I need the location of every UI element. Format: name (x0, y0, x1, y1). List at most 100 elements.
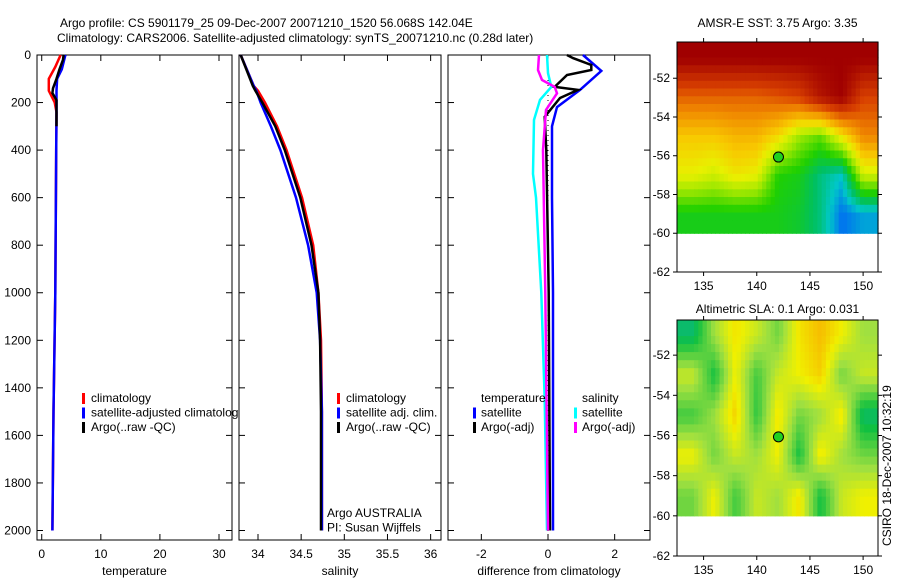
series-line-argo-raw-qc- (51, 54, 65, 127)
heatmap-cell (825, 320, 831, 329)
heatmap-cell (808, 480, 814, 490)
heatmap-cell (847, 80, 853, 90)
heatmap-cell (838, 158, 844, 167)
heatmap-cell (694, 220, 699, 229)
heatmap-cell (825, 432, 831, 442)
heatmap-cell (715, 504, 721, 514)
legend-label: satellite (481, 406, 522, 420)
heatmap-cell (698, 104, 704, 113)
heatmap-cell (719, 173, 725, 183)
heatmap-cell (745, 336, 750, 345)
heatmap-cell (821, 392, 827, 401)
heatmap-cell (872, 472, 878, 482)
heatmap-cell (817, 228, 823, 234)
heatmap-cell (825, 472, 831, 482)
heatmap-cell (783, 336, 789, 345)
heatmap-cell (779, 416, 784, 425)
heatmap-cell (817, 119, 823, 128)
heatmap-cell (736, 360, 742, 369)
heatmap-cell (766, 432, 772, 442)
heatmap-cell (847, 150, 853, 159)
heatmap-cell (834, 368, 840, 377)
heatmap-cell (749, 197, 755, 206)
heatmap-cell (817, 384, 823, 393)
heatmap-cell (817, 142, 823, 152)
heatmap-cell (821, 376, 827, 385)
heatmap-cell (825, 424, 831, 433)
heatmap-cell (702, 336, 708, 345)
heatmap-cell (779, 448, 784, 458)
heatmap-cell (804, 472, 810, 482)
heatmap-cell (766, 320, 772, 329)
heatmap-cell (770, 228, 776, 234)
heatmap-cell (859, 228, 865, 234)
heatmap-cell (753, 127, 759, 136)
heatmap-cell (800, 368, 806, 377)
heatmap-cell (800, 376, 806, 385)
heatmap-cell (868, 96, 874, 105)
heatmap-cell (706, 220, 712, 229)
heatmap-cell (800, 424, 806, 433)
heatmap-cell (702, 456, 708, 466)
heatmap-cell (698, 49, 704, 59)
heatmap-cell (740, 472, 746, 482)
heatmap-cell (855, 88, 861, 97)
heatmap-cell (715, 416, 721, 425)
heatmap-cell (766, 228, 772, 234)
heatmap-cell (689, 400, 695, 409)
heatmap-cell (859, 432, 865, 442)
heatmap-cell (757, 336, 763, 345)
heatmap-cell (702, 376, 708, 385)
y-tick-label: 200 (11, 96, 31, 110)
heatmap-cell (770, 57, 776, 66)
heatmap-cell (762, 73, 767, 82)
heatmap-cell (723, 392, 729, 401)
heatmap-cell (859, 204, 865, 214)
heatmap-cell (868, 228, 874, 234)
heatmap-cell (685, 432, 691, 442)
heatmap-cell (859, 220, 865, 229)
heatmap-cell (715, 73, 721, 82)
heatmap-cell (808, 73, 814, 82)
heatmap-cell (770, 197, 776, 206)
heatmap-cell (732, 480, 738, 490)
heatmap-cell (804, 220, 810, 229)
heatmap-cell (681, 488, 687, 498)
heatmap-cell (762, 360, 767, 369)
heatmap-cell (791, 352, 797, 361)
heatmap-cell (834, 496, 840, 506)
heatmap-cell (783, 119, 789, 128)
heatmap-cell (825, 376, 831, 385)
heatmap-cell (787, 432, 793, 442)
heatmap-cell (723, 368, 729, 377)
heatmap-cell (736, 416, 742, 425)
heatmap-cell (740, 336, 746, 345)
heatmap-cell (728, 119, 733, 128)
heatmap-cell (745, 448, 750, 458)
heatmap-cell (711, 400, 716, 409)
heatmap-cell (808, 368, 814, 377)
heatmap-cell (762, 472, 767, 482)
heatmap-cell (787, 328, 793, 337)
heatmap-cell (834, 212, 840, 221)
heatmap-cell (872, 111, 878, 121)
heatmap-cell (834, 320, 840, 329)
heatmap-cell (779, 204, 784, 214)
heatmap-cell (715, 197, 721, 206)
heatmap-cell (702, 384, 708, 393)
heatmap-cell (711, 472, 716, 482)
heatmap-cell (825, 42, 831, 51)
heatmap-cell (779, 488, 784, 498)
heatmap-cell (728, 150, 733, 159)
heatmap-cell (796, 135, 801, 144)
heatmap-cell (813, 424, 818, 433)
heatmap-cell (830, 384, 835, 393)
heatmap-cell (728, 488, 733, 498)
heatmap-cell (753, 328, 759, 337)
heatmap-cell (838, 88, 844, 97)
heatmap-cell (796, 496, 801, 506)
heatmap-cell (868, 480, 874, 490)
heatmap-cell (834, 448, 840, 458)
heatmap-cell (711, 189, 716, 198)
series-line-temperature-satellite (550, 54, 604, 531)
